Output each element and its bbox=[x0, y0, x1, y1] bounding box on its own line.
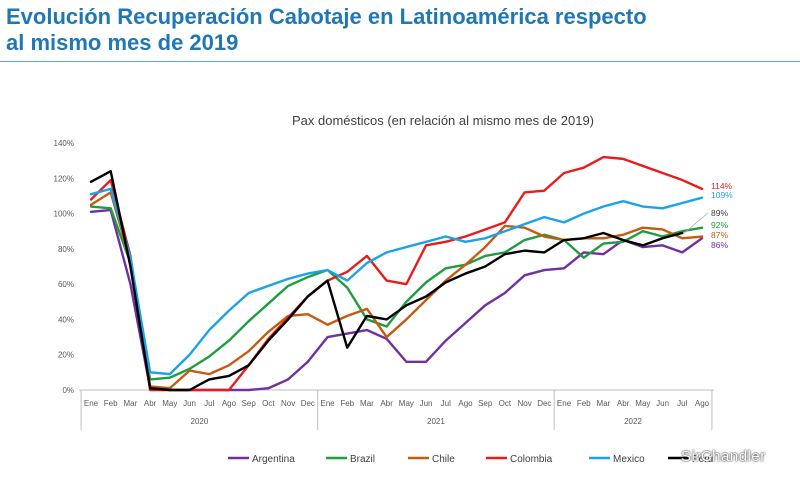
end-value-label: 89% bbox=[711, 208, 728, 218]
x-tick-label: Feb bbox=[340, 399, 354, 408]
series-line-chile bbox=[89, 191, 704, 390]
y-tick-label: 120% bbox=[54, 174, 74, 183]
y-tick-label: 20% bbox=[58, 351, 74, 360]
legend-label: Mexico bbox=[613, 454, 645, 465]
year-group-label: 2020 bbox=[191, 417, 209, 426]
series-line-brazil bbox=[89, 205, 704, 381]
x-tick-label: Jul bbox=[441, 399, 451, 408]
x-tick-label: Abr bbox=[617, 399, 630, 408]
slide-title-line-1: Evolución Recuperación Cabotaje en Latin… bbox=[6, 4, 647, 29]
watermark: SirChandler bbox=[681, 448, 766, 465]
x-tick-label: Nov bbox=[517, 399, 531, 408]
x-tick-label: Nov bbox=[281, 399, 295, 408]
x-tick-label: Ene bbox=[84, 399, 99, 408]
y-tick-label: 80% bbox=[58, 245, 74, 254]
slide-title: Evolución Recuperación Cabotaje en Latin… bbox=[6, 4, 786, 56]
x-tick-label: Ago bbox=[695, 399, 710, 408]
chart-axes: 0% 20% 40% 60% 80% 100% 120% 140% Ene Feb Mar Abr Ma… bbox=[54, 139, 714, 430]
end-value-label: 114% bbox=[711, 181, 733, 191]
y-tick-label: 60% bbox=[58, 280, 74, 289]
legend-label: Perú bbox=[692, 454, 713, 465]
x-tick-label: Sep bbox=[478, 399, 493, 408]
y-tick-label: 140% bbox=[54, 139, 74, 148]
end-labels: 86% 92%87% 114%109% 89% bbox=[684, 181, 733, 250]
chart-legend: Argentina Brazil Chile Colombia Mexico Perú bbox=[228, 454, 713, 465]
series-line-per bbox=[89, 170, 684, 392]
x-tick-label: May bbox=[162, 399, 177, 408]
x-tick-label: May bbox=[399, 399, 414, 408]
x-tick-label: Ene bbox=[557, 399, 572, 408]
x-tick-label: Ene bbox=[320, 399, 335, 408]
x-tick-label: Jun bbox=[183, 399, 196, 408]
x-tick-label: Jun bbox=[420, 399, 433, 408]
x-tick-label: Ago bbox=[222, 399, 237, 408]
end-value-label: 92% bbox=[711, 220, 728, 230]
x-tick-label: Mar bbox=[124, 399, 138, 408]
x-tick-label: Jul bbox=[677, 399, 687, 408]
legend-label: Brazil bbox=[350, 454, 375, 465]
x-tick-label: Feb bbox=[104, 399, 118, 408]
x-tick-label: Jun bbox=[656, 399, 669, 408]
end-value-label: 87% bbox=[711, 230, 728, 240]
x-tick-label: Mar bbox=[360, 399, 374, 408]
x-tick-label: Mar bbox=[597, 399, 611, 408]
x-tick-label: Feb bbox=[577, 399, 591, 408]
legend-label: Chile bbox=[432, 454, 455, 465]
x-tick-label: Dec bbox=[301, 399, 315, 408]
y-tick-label: 0% bbox=[62, 386, 74, 395]
x-tick-label: Dec bbox=[537, 399, 551, 408]
chart-title: Pax domésticos (en relación al mismo mes… bbox=[292, 113, 594, 128]
slide-title-line-2: al mismo mes de 2019 bbox=[6, 30, 239, 55]
x-tick-label: Oct bbox=[262, 399, 275, 408]
x-tick-label: Oct bbox=[499, 399, 512, 408]
series-line-mexico bbox=[89, 187, 704, 376]
x-tick-label: May bbox=[635, 399, 650, 408]
x-tick-label: Abr bbox=[144, 399, 157, 408]
end-value-label: 86% bbox=[711, 240, 728, 250]
end-value-label: 109% bbox=[711, 190, 733, 200]
x-tick-label: Ago bbox=[458, 399, 473, 408]
series-line-colombia bbox=[89, 155, 704, 392]
title-divider bbox=[0, 61, 800, 62]
legend-label: Colombia bbox=[510, 454, 553, 465]
label-leader-line bbox=[684, 212, 709, 234]
year-group-label: 2021 bbox=[427, 417, 445, 426]
y-tick-label: 100% bbox=[54, 210, 74, 219]
y-tick-label: 40% bbox=[58, 315, 74, 324]
year-group-label: 2022 bbox=[624, 417, 642, 426]
series-lines bbox=[89, 155, 704, 392]
x-tick-label: Abr bbox=[380, 399, 393, 408]
x-tick-label: Sep bbox=[242, 399, 257, 408]
x-tick-label: Jul bbox=[204, 399, 214, 408]
legend-label: Argentina bbox=[252, 454, 295, 465]
